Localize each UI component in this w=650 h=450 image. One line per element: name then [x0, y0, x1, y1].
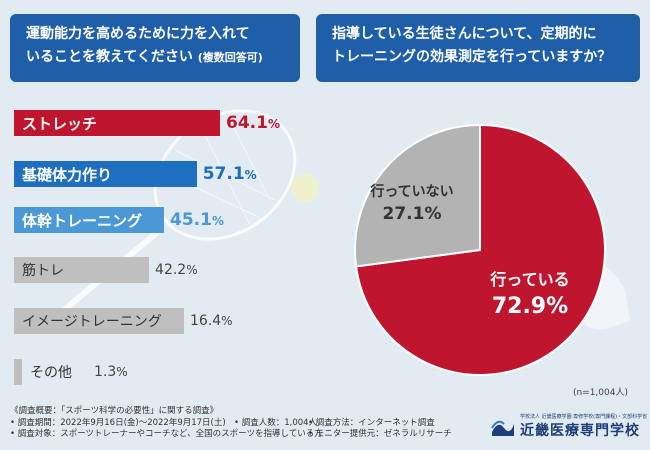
bar-row: 筋トレ 42.2% [14, 257, 198, 283]
logo-name: 近畿医療専門学校 [520, 423, 640, 439]
survey-target: • 調査対象：スポーツトレーナーやコーチなど、全国のスポーツを指導している方 [10, 429, 323, 439]
left-question-header: 運動能力を高めるために力を入れて いることを教えてください (複数回答可) [10, 14, 300, 82]
right-question-line2: トレーニングの効果測定を行っていますか？ [332, 49, 612, 65]
bar-label: 筋トレ [22, 263, 64, 279]
bar-row: その他 1.3% [14, 359, 128, 385]
left-question-line2-wrap: いることを教えてください (複数回答可) [26, 46, 284, 69]
bar-value-label: 42.2% [155, 262, 198, 278]
bar: 基礎体力作り [14, 161, 197, 187]
right-question-header: 指導している生徒さんについて、定期的に トレーニングの効果測定を行っていますか？ [316, 14, 640, 82]
bar-value-label: 1.3% [94, 364, 128, 380]
bar-value-label: 45.1% [170, 210, 224, 230]
bar-label: ストレッチ [22, 114, 98, 133]
pie-label: 行っている [489, 270, 569, 289]
right-question-line1: 指導している生徒さんについて、定期的に [332, 26, 597, 42]
left-question-suffix: (複数回答可) [197, 51, 263, 64]
bar: イメージトレーニング [14, 308, 184, 334]
bar-row: 基礎体力作り 57.1% [14, 161, 257, 187]
survey-method: • 調査方法：インターネット調査 [308, 417, 435, 428]
bar-row: イメージトレーニング 16.4% [14, 308, 233, 334]
survey-count: • 調査人数：1,004人 [234, 417, 318, 428]
pie-label: 行っていない [369, 183, 453, 200]
bar-label: 基礎体力作り [22, 165, 113, 184]
sample-size-note: (n=1,004人) [572, 388, 628, 398]
bar: 体幹トレーニング [14, 207, 164, 233]
bar-value-label: 64.1% [226, 113, 280, 133]
school-logo: 学校法人 近畿医療学園 専修学校(専門課程)・文部科学省 近畿医療専門学校 [490, 413, 647, 440]
survey-overview: 《調査概要：「スポーツ科学の必要性」に関する調査》 • 調査期間：2022年9月… [10, 406, 452, 441]
bar-label: その他 [30, 365, 72, 381]
survey-title: 《調査概要：「スポーツ科学の必要性」に関する調査》 [10, 406, 219, 416]
pie-slice [354, 123, 481, 268]
pie-value-label: 72.9% [492, 294, 568, 319]
bar-row: ストレッチ 64.1% [14, 110, 280, 136]
bar-label: 体幹トレーニング [22, 211, 143, 230]
bar-label: イメージトレーニング [22, 314, 162, 330]
survey-provider: • モニター提供元：ゼネラルリサーチ [308, 429, 452, 439]
left-question-line2: いることを教えてください [26, 49, 193, 65]
wave-logo-icon [491, 420, 514, 436]
bar: ストレッチ [14, 110, 220, 136]
bar-value-label: 16.4% [190, 313, 233, 329]
bar-value-label: 57.1% [202, 164, 257, 184]
bar-row: 体幹トレーニング 45.1% [14, 207, 224, 233]
logo-subtitle: 学校法人 近畿医療学園 専修学校(専門課程)・文部科学省 [520, 414, 648, 420]
bar: その他 [14, 359, 72, 385]
survey-period: • 調査期間：2022年9月16日(金)～2022年9月17日(土) [10, 417, 226, 428]
bar: 筋トレ [14, 257, 150, 283]
pie-value-label: 27.1% [383, 204, 442, 224]
left-question-line1: 運動能力を高めるために力を入れて [26, 26, 250, 42]
